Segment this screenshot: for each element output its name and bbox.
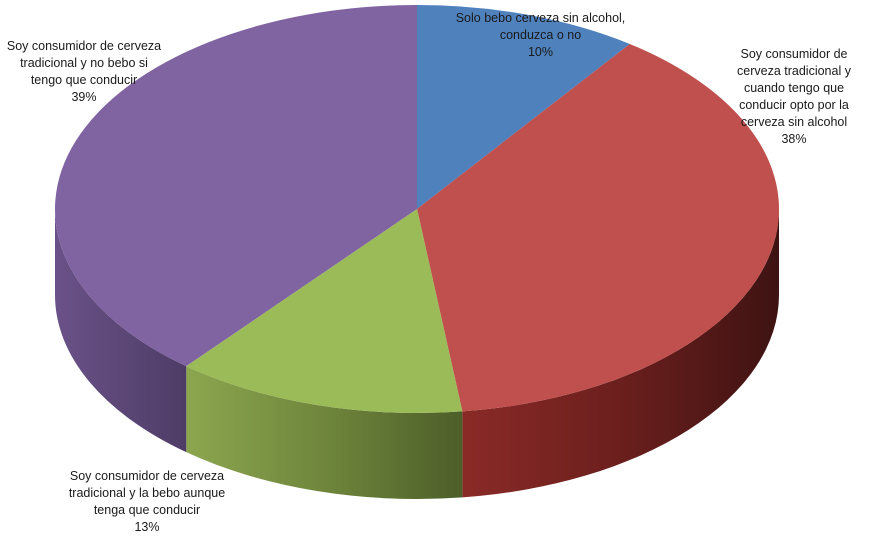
slice-3-value-label: 39% xyxy=(71,90,97,104)
slice-2-value-label: 13% xyxy=(134,520,160,534)
slice-2-category-label: Soy consumidor de cerveza tradicional y … xyxy=(68,469,226,517)
slice-1-top xyxy=(417,43,779,412)
slice-1-category-label: Soy consumidor de cerveza tradicional y … xyxy=(737,47,851,129)
data-label-slice-0: Solo bebo cerveza sin alcohol, conduzca … xyxy=(448,10,633,61)
slice-1-side xyxy=(462,209,779,498)
slice-2-top xyxy=(186,209,463,413)
slice-1-value-label: 38% xyxy=(781,132,807,146)
slice-0-category-label: Solo bebo cerveza sin alcohol, conduzca … xyxy=(455,11,626,42)
slice-2-side xyxy=(186,366,463,499)
data-label-slice-2: Soy consumidor de cerveza tradicional y … xyxy=(62,468,232,536)
slice-0-top xyxy=(417,5,630,209)
slice-3-side xyxy=(54,209,187,453)
data-label-slice-3: Soy consumidor de cerveza tradicional y … xyxy=(4,38,164,106)
slice-3-top xyxy=(55,5,418,367)
data-label-slice-1: Soy consumidor de cerveza tradicional y … xyxy=(724,46,864,148)
slice-3-category-label: Soy consumidor de cerveza tradicional y … xyxy=(6,39,162,87)
slice-0-value-label: 10% xyxy=(527,45,554,59)
